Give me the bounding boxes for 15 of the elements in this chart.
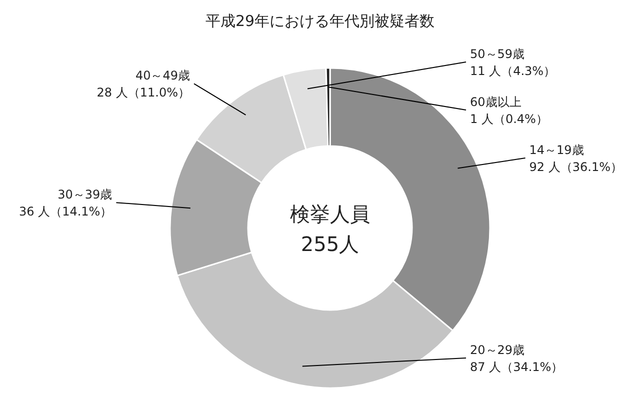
data-label: 36 人（14.1%） bbox=[18, 204, 112, 219]
data-label: 28 人（11.0%） bbox=[96, 86, 190, 100]
chart-title: 平成29年における年代別被疑者数 bbox=[205, 12, 435, 30]
slice-label: 20～29歳 bbox=[470, 343, 525, 357]
slice-label: 14～19歳 bbox=[529, 143, 584, 157]
slice-label: 60歳以上 bbox=[470, 95, 522, 109]
data-label: 1 人（0.4%） bbox=[470, 112, 548, 126]
data-label: 11 人（4.3%） bbox=[470, 64, 556, 78]
data-label: 92 人（36.1%） bbox=[529, 160, 623, 174]
text: 255人 bbox=[300, 232, 360, 256]
data-label: 87 人（34.1%） bbox=[470, 360, 564, 374]
slice-label: 40～49歳 bbox=[135, 68, 190, 83]
text: 検挙人員 bbox=[290, 202, 370, 226]
slice-label: 50～59歳 bbox=[470, 47, 525, 61]
slice-label: 30～39歳 bbox=[58, 188, 112, 202]
